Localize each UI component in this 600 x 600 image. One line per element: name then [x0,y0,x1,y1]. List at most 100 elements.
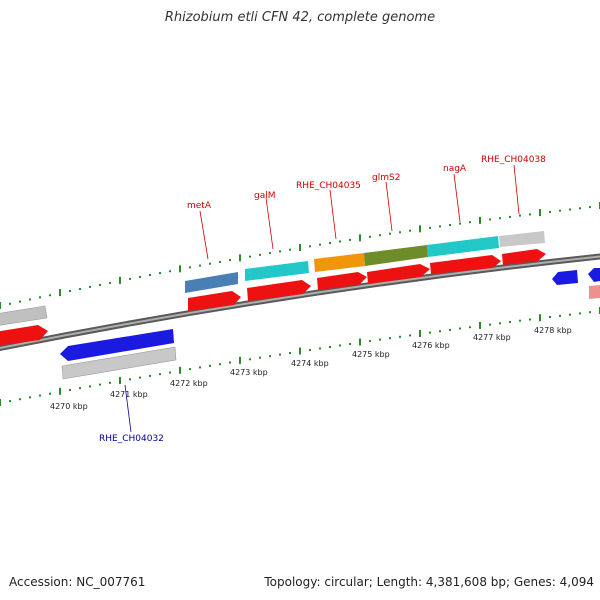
minor-tick [589,311,591,314]
cds-arrow[interactable] [502,249,546,265]
cds-arrow[interactable] [552,270,578,285]
minor-tick [149,274,151,276]
minor-tick [389,337,391,340]
accession-text: Accession: NC_007761 [9,575,146,589]
minor-tick [79,288,81,290]
minor-tick [449,328,451,331]
minor-tick [579,207,581,210]
minor-tick [349,238,351,241]
minor-tick [139,376,141,379]
gene-label-RHE_CH04035[interactable]: RHE_CH04035 [296,181,361,191]
minor-tick [439,330,441,333]
minor-tick [99,383,101,386]
major-tick [299,347,301,355]
gene-feature[interactable] [364,245,428,266]
minor-tick [409,334,411,337]
cds-arrow[interactable] [317,272,367,290]
minor-tick [39,394,41,397]
major-tick [299,244,301,251]
minor-tick [579,312,581,315]
map-title: Rhizobium etli CFN 42, complete genome [164,10,436,25]
gene-feature[interactable] [185,272,238,293]
minor-tick [189,266,191,269]
minor-tick [29,298,31,301]
gene-feature[interactable] [427,236,499,257]
cds-arrow[interactable] [188,291,241,311]
cds-arrow[interactable] [0,325,48,346]
minor-tick [529,318,531,321]
minor-tick [519,319,521,322]
minor-tick [529,213,531,216]
minor-tick [319,347,321,350]
gene-label-RHE_CH04038[interactable]: RHE_CH04038 [481,155,546,165]
minor-tick [369,235,371,238]
cds-arrow[interactable] [60,329,174,361]
minor-tick [509,321,511,323]
cds-arrow[interactable] [367,264,430,284]
axis-label-4274: 4274 kbp [291,359,329,368]
minor-tick [229,259,231,262]
minor-tick [459,327,461,330]
minor-tick [559,314,561,317]
gene-feature[interactable] [245,261,309,281]
major-tick [539,209,541,217]
axis-label-4278: 4278 kbp [534,326,572,335]
gene-label-nagA[interactable]: nagA [443,164,467,174]
minor-tick [319,243,321,246]
major-tick [419,225,421,233]
gene-feature[interactable] [314,253,365,272]
reverse-strand-track [60,268,600,380]
major-tick [359,338,361,346]
minor-tick [189,368,191,371]
minor-tick [279,250,281,253]
minor-tick [249,255,251,258]
minor-tick [329,242,331,245]
minor-tick [339,344,341,347]
gene-label-galM[interactable]: galM [254,191,276,201]
minor-tick [19,300,21,303]
major-tick [59,387,61,395]
callout-line [199,210,209,260]
major-tick [119,377,121,385]
major-tick [119,276,121,284]
genome-backbone [0,253,600,352]
minor-tick [19,398,21,401]
minor-tick [159,373,161,376]
minor-tick [339,240,341,243]
minor-tick [109,381,111,384]
cds-arrow[interactable] [589,285,600,299]
minor-tick [169,371,171,374]
gene-label-metA[interactable]: metA [187,201,212,211]
minor-tick [309,245,311,248]
axis-label-4271: 4271 kbp [110,390,148,399]
cds-arrow[interactable] [430,255,501,274]
minor-tick [199,366,201,369]
minor-tick [9,400,11,403]
minor-tick [429,331,431,334]
cds-arrow[interactable] [588,268,600,282]
minor-tick [9,302,11,305]
gene-label-glmS2[interactable]: glmS2 [372,173,400,183]
minor-tick [269,355,271,358]
minor-tick [409,229,411,232]
minor-tick [469,221,471,224]
gene-feature[interactable] [61,346,177,380]
minor-tick [569,313,571,316]
minor-tick [69,290,71,292]
gene-feature[interactable] [499,231,545,247]
minor-tick [329,346,331,348]
major-tick [0,302,1,309]
gene-label-RHE_CH04032[interactable]: RHE_CH04032 [99,434,164,444]
minor-tick [309,349,311,351]
minor-tick [249,358,251,361]
axis-label-4273: 4273 kbp [230,368,268,377]
minor-tick [89,285,91,288]
minor-tick [519,214,521,217]
gene-feature[interactable] [0,305,48,326]
minor-tick [289,352,291,354]
minor-tick [169,270,171,273]
cds-arrow[interactable] [247,280,311,301]
minor-tick [509,215,511,218]
minor-tick [289,248,291,251]
